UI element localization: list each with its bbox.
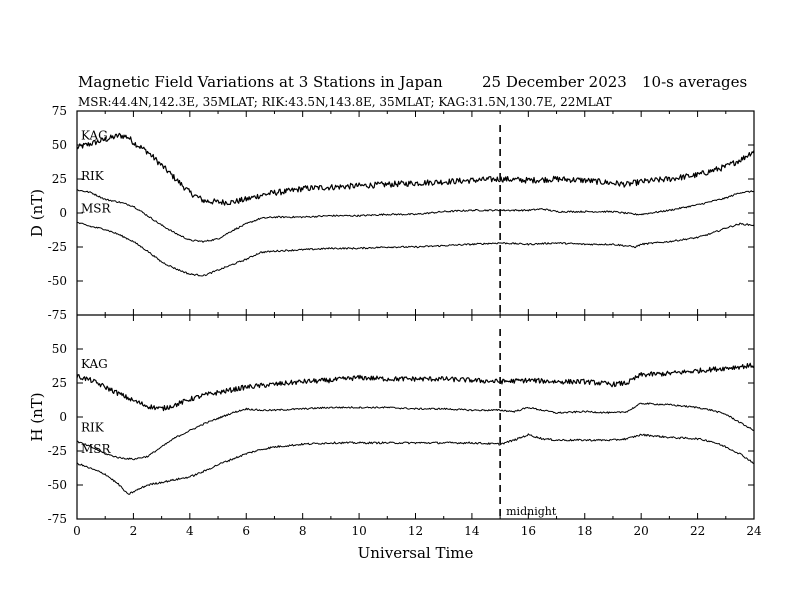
series-label-msr: MSR [81,202,112,216]
chart-date: 25 December 2023 [482,73,627,91]
y-tick-label: -75 [48,308,67,322]
station-info: MSR:44.4N,142.3E, 35MLAT; RIK:43.5N,143.… [78,95,612,109]
series-line-msr [76,221,755,277]
x-tick-label: 6 [242,524,250,538]
y-tick-label: -50 [48,274,67,288]
series-label-kag: KAG [81,357,108,371]
chart-averaging: 10-s averages [642,73,747,91]
y-tick-label: 0 [59,206,67,220]
x-tick-label: 16 [521,524,536,538]
series-label-rik: RIK [81,169,105,183]
x-tick-label: 0 [73,524,81,538]
series-label-kag: KAG [81,129,108,143]
x-tick-label: 14 [464,524,480,538]
y-tick-label: 25 [52,376,67,390]
y-axis-label: H (nT) [28,392,46,441]
series-label-rik: RIK [81,420,105,434]
x-tick-label: 4 [186,524,194,538]
x-axis-label: Universal Time [358,544,474,562]
y-tick-label: 0 [59,410,67,424]
y-tick-label: -50 [48,478,67,492]
series-line-rik [76,402,755,461]
series-line-kag [76,132,755,206]
x-tick-label: 10 [351,524,366,538]
y-tick-label: -25 [48,240,67,254]
panel-d: 75 50 25 0 -25 -50 -75 D (nT) KAG RIK MSR [28,104,755,322]
series-line-rik [76,189,755,243]
x-tick-label: 2 [130,524,138,538]
x-tick-label: 8 [299,524,307,538]
y-tick-label: -25 [48,444,67,458]
y-tick-label: 50 [52,138,67,152]
y-tick-label: 50 [52,342,67,356]
midnight-label: midnight [506,505,557,518]
series-label-msr: MSR [81,442,112,456]
x-tick-label: 12 [408,524,423,538]
x-tick-label: 20 [634,524,649,538]
x-tick-label: 22 [690,524,705,538]
x-tick-label: 18 [577,524,592,538]
y-tick-label: 75 [52,104,67,118]
y-tick-label: 25 [52,172,67,186]
y-tick-label: -75 [48,512,67,526]
series-line-msr [76,433,755,495]
series-line-kag [76,362,755,412]
y-axis-label: D (nT) [28,189,46,237]
x-tick-label: 24 [746,524,762,538]
chart-title: Magnetic Field Variations at 3 Stations … [78,73,443,91]
